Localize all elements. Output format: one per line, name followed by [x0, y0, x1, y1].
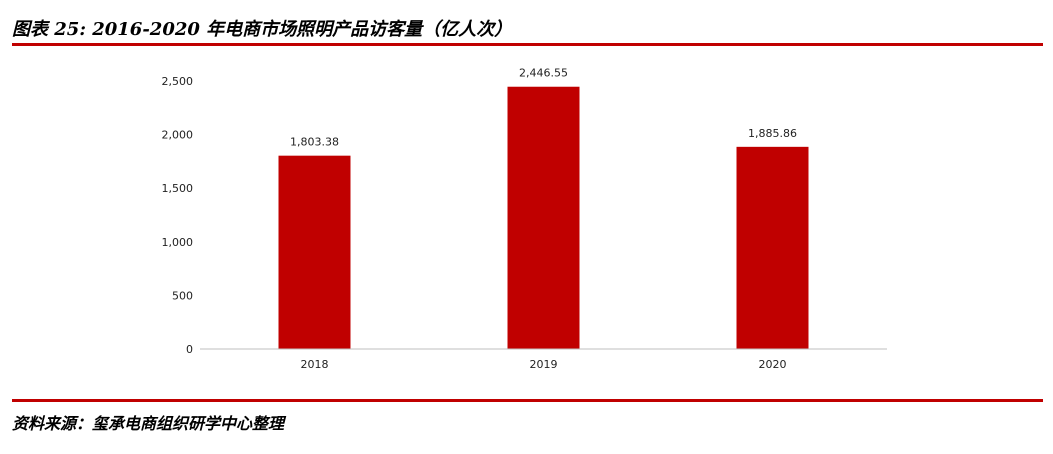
y-tick-label: 2,000 [162, 129, 194, 142]
bar-2019 [507, 86, 580, 349]
y-axis-ticks: 0 500 1,000 1,500 2,000 2,500 [162, 75, 194, 356]
data-label-2019: 2,446.55 [519, 67, 568, 80]
y-tick-label: 2,500 [162, 75, 194, 88]
bars [278, 86, 809, 349]
source-divider [12, 399, 1043, 402]
data-label-2018: 1,803.38 [290, 136, 339, 149]
data-label-2020: 1,885.86 [748, 127, 797, 140]
figure-title: 图表 25: 2016-2020 年电商市场照明产品访客量（亿人次） [12, 19, 513, 40]
data-labels: 1,803.38 2,446.55 1,885.86 [290, 67, 797, 149]
y-tick-label: 1,500 [162, 182, 194, 195]
y-tick-label: 1,000 [162, 236, 194, 249]
title-divider [12, 43, 1043, 46]
x-tick-label-2018: 2018 [301, 358, 329, 371]
y-tick-label: 500 [172, 289, 193, 302]
y-tick-label: 0 [186, 343, 193, 356]
x-tick-label-2019: 2019 [530, 358, 558, 371]
figure-source: 资料来源：玺承电商组织研学中心整理 [12, 414, 285, 433]
bar-2020 [736, 146, 809, 349]
bar-2018 [278, 155, 351, 349]
x-axis-labels: 2018 2019 2020 [301, 358, 787, 371]
x-tick-label-2020: 2020 [759, 358, 787, 371]
